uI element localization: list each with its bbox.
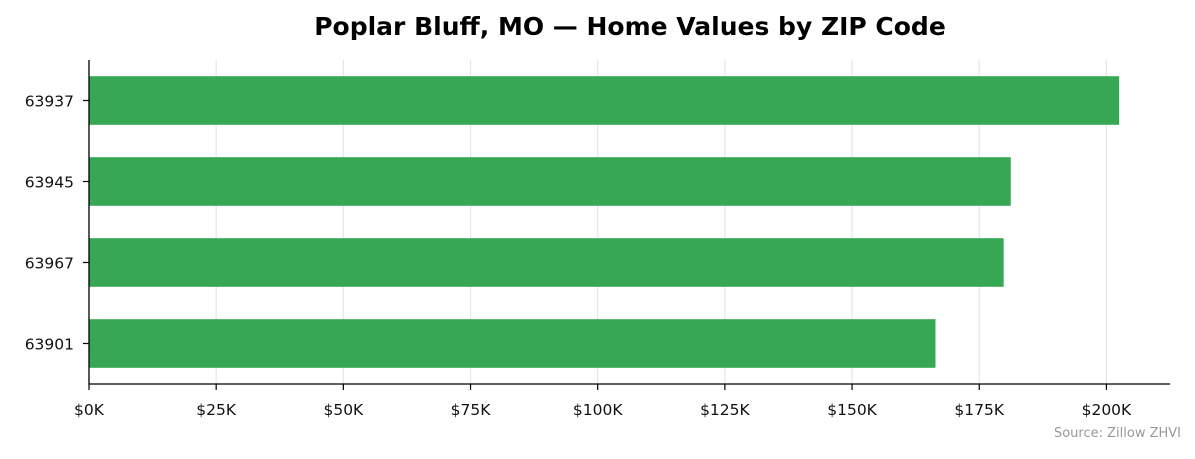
x-tick-label: $150K <box>827 401 877 419</box>
x-tick-label: $25K <box>196 401 237 419</box>
chart-title: Poplar Bluff, MO — Home Values by ZIP Co… <box>314 12 946 41</box>
bars <box>89 76 1120 368</box>
bar-63937 <box>89 76 1120 125</box>
bar-63901 <box>89 319 936 368</box>
bar-63967 <box>89 238 1004 287</box>
x-tick-label: $100K <box>573 401 623 419</box>
x-tick-label: $0K <box>74 401 105 419</box>
x-tick-label: $200K <box>1082 401 1132 419</box>
x-tick-label: $50K <box>323 401 364 419</box>
y-axis-ticks: 63937 63945 63967 63901 <box>25 93 89 354</box>
axes <box>88 60 1170 385</box>
y-tick-label: 63967 <box>25 255 74 273</box>
y-tick-label: 63937 <box>25 93 74 111</box>
x-tick-label: $125K <box>700 401 750 419</box>
source-note: Source: Zillow ZHVI <box>1054 426 1181 441</box>
y-tick-label: 63901 <box>25 336 74 354</box>
x-tick-label: $175K <box>954 401 1004 419</box>
bar-63945 <box>89 157 1011 206</box>
x-tick-label: $75K <box>451 401 492 419</box>
x-axis-ticks: $0K $25K $50K $75K $100K $125K $150K $175K $200K <box>74 384 1132 419</box>
y-tick-label: 63945 <box>25 174 74 192</box>
